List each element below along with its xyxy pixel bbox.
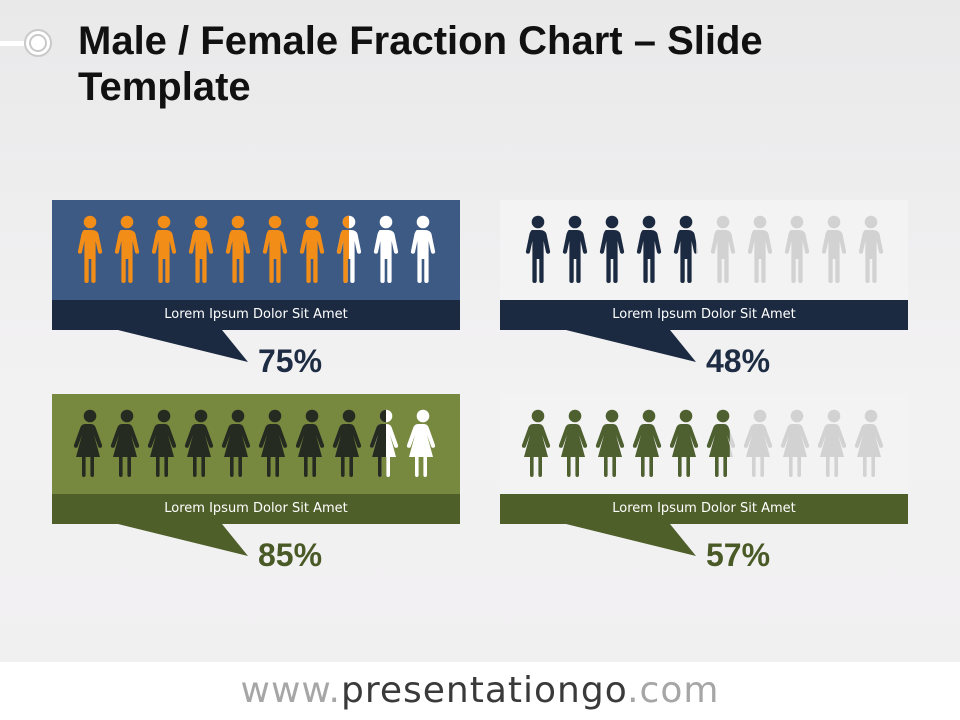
caption-band [500, 300, 908, 362]
caption-label: Lorem Ipsum Dolor Sit Amet [612, 501, 796, 516]
pictograph-female-2 [500, 394, 908, 556]
female-figure-icon [295, 409, 325, 477]
male-figure-icon [225, 215, 251, 283]
fraction-panel-female-2: Lorem Ipsum Dolor Sit Amet 57% [500, 394, 908, 574]
percent-value: 48% [706, 343, 771, 379]
male-figure-icon [562, 215, 588, 283]
male-figure-icon [747, 215, 773, 283]
caption-label: Lorem Ipsum Dolor Sit Amet [164, 501, 348, 516]
male-figure-icon [858, 215, 884, 283]
pictograph-male-2 [500, 200, 908, 362]
slide-title: Male / Female Fraction Chart – Slide Tem… [78, 19, 763, 109]
caption-band [52, 300, 460, 362]
male-figure-icon [262, 215, 288, 283]
footer-suffix: .com [627, 670, 720, 711]
pictograph-male-1 [52, 200, 460, 362]
percent-value: 75% [258, 343, 323, 379]
male-figure-icon [114, 215, 140, 283]
footer-brand-name: presentationgo [341, 670, 628, 711]
caption-label: Lorem Ipsum Dolor Sit Amet [164, 307, 348, 322]
female-figure-icon [669, 409, 699, 477]
female-figure-icon [854, 409, 884, 477]
caption-band [52, 494, 460, 556]
female-figure-icon [780, 409, 810, 477]
fraction-panel-male-2: Lorem Ipsum Dolor Sit Amet 48% [500, 200, 908, 380]
female-figure-icon [369, 409, 399, 477]
footer-prefix: www. [240, 670, 341, 711]
female-figure-icon [558, 409, 588, 477]
female-figure-icon [184, 409, 214, 477]
female-figure-icon [632, 409, 662, 477]
footer-brand: www.presentationgo.com [0, 662, 960, 720]
male-figure-icon [336, 215, 362, 283]
caption-band [500, 494, 908, 556]
male-figure-icon [821, 215, 847, 283]
female-figure-icon [817, 409, 847, 477]
female-figure-icon [743, 409, 773, 477]
title-connector-icon [0, 29, 52, 57]
male-figure-icon [77, 215, 103, 283]
female-figure-icon [406, 409, 436, 477]
male-figure-icon [525, 215, 551, 283]
panel-background [500, 200, 908, 300]
male-figure-icon [410, 215, 436, 283]
male-figure-icon [710, 215, 736, 283]
male-figure-icon [299, 215, 325, 283]
panel-background [52, 200, 460, 300]
percent-value: 57% [706, 537, 771, 573]
female-figure-icon [73, 409, 103, 477]
fraction-panel-female-1: Lorem Ipsum Dolor Sit Amet 85% [52, 394, 460, 574]
caption-label: Lorem Ipsum Dolor Sit Amet [612, 307, 796, 322]
male-figure-icon [599, 215, 625, 283]
percent-value: 85% [258, 537, 323, 573]
female-figure-icon [147, 409, 177, 477]
female-figure-icon [595, 409, 625, 477]
male-figure-icon [151, 215, 177, 283]
female-figure-icon [258, 409, 288, 477]
fraction-panel-male-1: Lorem Ipsum Dolor Sit Amet 75% [52, 200, 460, 380]
male-figure-icon [636, 215, 662, 283]
male-figure-icon [673, 215, 699, 283]
pictograph-female-1 [52, 394, 460, 556]
female-figure-icon [521, 409, 551, 477]
male-figure-icon [373, 215, 399, 283]
male-figure-icon [784, 215, 810, 283]
male-figure-icon [188, 215, 214, 283]
female-figure-icon [221, 409, 251, 477]
female-figure-icon [706, 409, 736, 477]
female-figure-icon [110, 409, 140, 477]
female-figure-icon [332, 409, 362, 477]
